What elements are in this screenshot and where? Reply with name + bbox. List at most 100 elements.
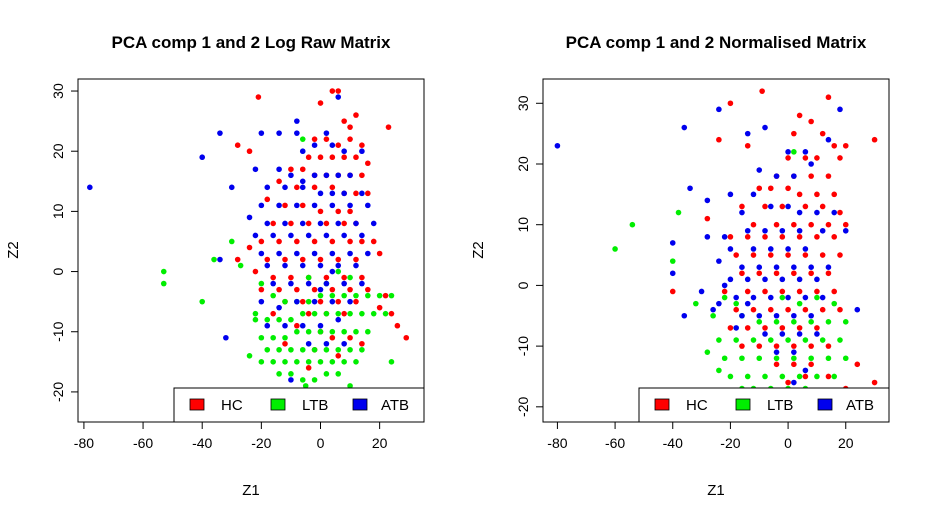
point-hc (779, 325, 786, 331)
point-ltb (299, 136, 306, 142)
point-ltb (311, 346, 318, 353)
point-hc (785, 379, 791, 386)
point-hc (329, 184, 336, 191)
point-hc (842, 221, 849, 228)
point-hc (323, 220, 330, 227)
point-atb (311, 298, 318, 305)
point-atb (311, 172, 318, 179)
point-atb (288, 232, 294, 239)
point-ltb (716, 367, 722, 374)
point-hc (762, 234, 768, 240)
y-tick-label: -10 (50, 321, 66, 341)
right-legend: HC LTB ATB (638, 387, 890, 423)
point-ltb (756, 319, 763, 325)
point-atb (365, 250, 371, 257)
point-atb (282, 220, 288, 227)
point-ltb (347, 274, 353, 281)
point-hc (819, 203, 826, 210)
point-atb (773, 173, 780, 179)
point-ltb (756, 355, 763, 362)
point-atb (791, 312, 797, 319)
point-atb (305, 232, 312, 239)
point-atb (311, 250, 318, 257)
point-hc (750, 252, 757, 258)
left-legend-swatch-atb (352, 398, 368, 411)
point-atb (773, 349, 780, 355)
x-tick-label: -80 (74, 435, 94, 451)
point-ltb (270, 359, 276, 365)
point-hc (365, 190, 371, 197)
point-atb (258, 202, 265, 209)
x-tick-label: 20 (372, 435, 388, 451)
point-ltb (199, 298, 206, 305)
point-atb (228, 184, 235, 191)
point-hc (370, 238, 377, 245)
point-atb (323, 130, 330, 136)
point-atb (323, 172, 330, 179)
point-ltb (335, 371, 342, 377)
point-ltb (305, 359, 312, 365)
right-chart-title: PCA comp 1 and 2 Normalised Matrix (566, 33, 867, 52)
point-atb (681, 124, 688, 131)
point-hc (871, 136, 878, 143)
point-ltb (779, 373, 786, 380)
point-ltb (302, 383, 309, 389)
point-hc (353, 298, 359, 305)
point-atb (802, 149, 809, 155)
point-hc (802, 306, 809, 313)
point-hc (819, 130, 826, 137)
point-atb (294, 202, 300, 209)
point-hc (359, 238, 365, 245)
point-ltb (335, 268, 342, 275)
point-hc (854, 361, 861, 368)
point-atb (785, 246, 791, 252)
point-atb (744, 276, 751, 283)
point-hc (365, 286, 371, 293)
point-hc (276, 286, 282, 293)
point-hc (785, 306, 791, 313)
point-ltb (305, 274, 312, 281)
point-hc (744, 288, 751, 295)
point-atb (276, 130, 282, 136)
point-atb (704, 197, 711, 204)
point-ltb (323, 371, 330, 377)
point-ltb (814, 294, 820, 301)
point-ltb (288, 346, 294, 353)
point-atb (329, 142, 336, 148)
point-ltb (727, 373, 734, 380)
point-hc (347, 124, 353, 130)
point-atb (311, 142, 318, 148)
point-atb (264, 322, 271, 329)
point-hc (317, 154, 324, 161)
point-ltb (299, 310, 306, 317)
point-hc (382, 292, 389, 299)
point-ltb (376, 292, 383, 299)
point-ltb (305, 328, 312, 335)
point-ltb (258, 359, 265, 365)
point-ltb (264, 346, 271, 353)
point-atb (837, 106, 843, 113)
point-ltb (365, 328, 371, 335)
point-ltb (831, 300, 838, 307)
point-ltb (299, 377, 306, 383)
point-atb (762, 331, 768, 337)
left-legend: HC LTB ATB (173, 387, 425, 423)
point-atb (785, 203, 791, 210)
point-ltb (317, 328, 324, 335)
point-hc (721, 288, 728, 295)
point-ltb (335, 310, 342, 317)
right-ylabel: Z2 (470, 241, 487, 259)
point-ltb (773, 319, 780, 325)
left-legend-label-ltb: LTB (302, 397, 328, 414)
point-ltb (825, 355, 832, 362)
point-hc (347, 136, 353, 142)
point-ltb (282, 298, 288, 305)
point-ltb (252, 310, 259, 317)
point-ltb (359, 346, 365, 353)
point-hc (739, 343, 745, 349)
point-hc (831, 288, 838, 295)
point-hc (791, 221, 797, 228)
point-hc (762, 288, 768, 295)
point-ltb (246, 353, 253, 359)
